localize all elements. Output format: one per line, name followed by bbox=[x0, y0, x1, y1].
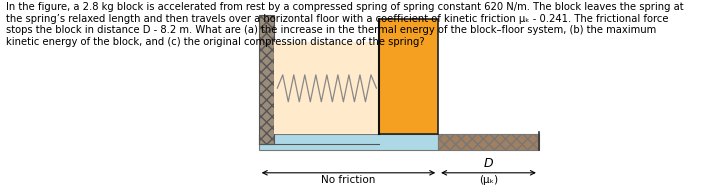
Bar bbox=[259, 15, 274, 144]
Bar bbox=[379, 19, 438, 134]
Text: In the figure, a 2.8 kg block is accelerated from rest by a compressed spring of: In the figure, a 2.8 kg block is acceler… bbox=[6, 2, 683, 47]
Bar bbox=[274, 42, 379, 134]
Text: (μₖ): (μₖ) bbox=[479, 175, 498, 185]
Text: D: D bbox=[484, 157, 493, 170]
Text: No friction: No friction bbox=[321, 175, 376, 185]
Bar bbox=[274, 42, 379, 134]
Bar bbox=[259, 134, 438, 150]
Bar bbox=[438, 134, 539, 150]
